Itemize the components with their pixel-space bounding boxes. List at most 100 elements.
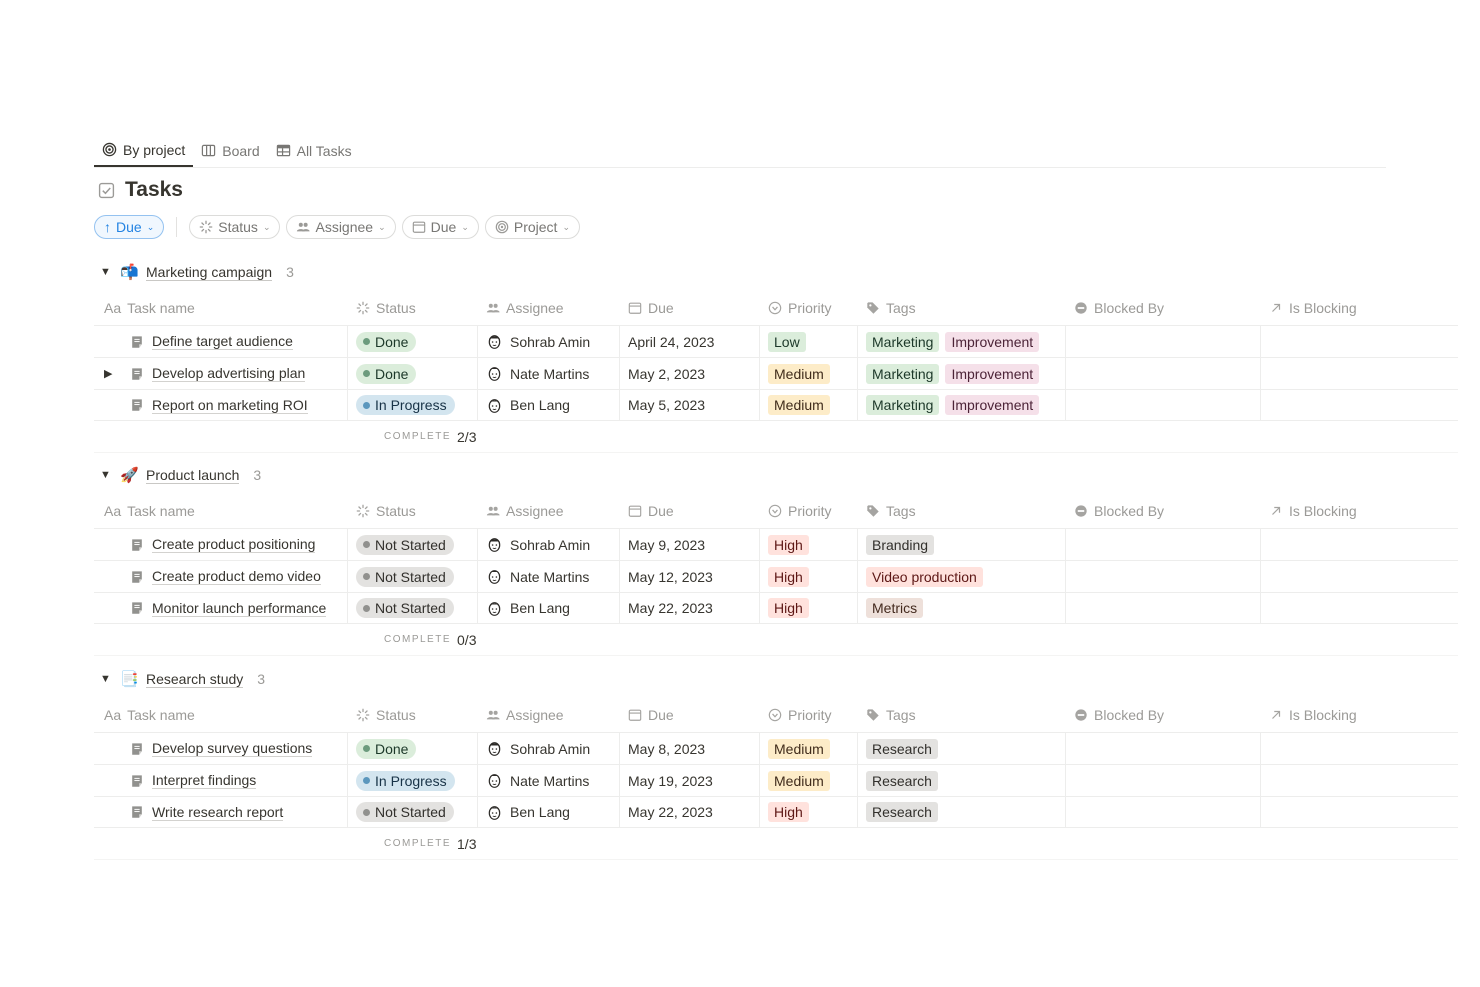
priority-cell[interactable]: Medium [760, 733, 858, 764]
due-cell[interactable]: May 8, 2023 [620, 733, 760, 764]
assignee-cell[interactable]: Sohrab Amin [478, 733, 620, 764]
group-name[interactable]: Product launch [146, 466, 240, 484]
task-name-cell[interactable]: Develop survey questions [94, 733, 348, 764]
group-name[interactable]: Marketing campaign [146, 263, 273, 281]
due-cell[interactable]: May 12, 2023 [620, 561, 760, 592]
is-blocking-cell[interactable] [1261, 561, 1458, 592]
task-name[interactable]: Interpret findings [152, 772, 257, 789]
status-cell[interactable]: Done [348, 358, 478, 389]
column-task-name[interactable]: Aa Task name [94, 291, 348, 325]
blocked-by-cell[interactable] [1066, 326, 1261, 357]
priority-cell[interactable]: Low [760, 326, 858, 357]
tags-cell[interactable]: Research [858, 765, 1066, 796]
table-row[interactable]: Define target audience Done Sohrab Amin Apr… [94, 325, 1458, 357]
assignee-cell[interactable]: Ben Lang [478, 390, 620, 420]
column-is-blocking[interactable]: Is Blocking [1261, 698, 1458, 732]
blocked-by-cell[interactable] [1066, 561, 1261, 592]
table-row[interactable]: Write research report Not Started Ben Lang… [94, 796, 1458, 828]
table-row[interactable]: Monitor launch performance Not Started Ben… [94, 592, 1458, 624]
status-cell[interactable]: Done [348, 733, 478, 764]
due-cell[interactable]: May 9, 2023 [620, 529, 760, 560]
table-row[interactable]: Create product positioning Not Started Soh… [94, 528, 1458, 560]
task-name-cell[interactable]: Create product positioning [94, 529, 348, 560]
column-due[interactable]: Due [620, 494, 760, 528]
status-cell[interactable]: Not Started [348, 529, 478, 560]
blocked-by-cell[interactable] [1066, 797, 1261, 827]
is-blocking-cell[interactable] [1261, 733, 1458, 764]
tags-cell[interactable]: Research [858, 733, 1066, 764]
tags-cell[interactable]: Video production [858, 561, 1066, 592]
assignee-cell[interactable]: Sohrab Amin [478, 326, 620, 357]
group-header[interactable]: ▼ 📬 Marketing campaign 3 [94, 259, 1458, 285]
group-summary[interactable]: COMPLETE 1/3 [94, 828, 1458, 860]
assignee-cell[interactable]: Ben Lang [478, 797, 620, 827]
tags-cell[interactable]: Branding [858, 529, 1066, 560]
column-status[interactable]: Status [348, 698, 478, 732]
priority-cell[interactable]: High [760, 797, 858, 827]
is-blocking-cell[interactable] [1261, 593, 1458, 623]
column-tags[interactable]: Tags [858, 698, 1066, 732]
table-row[interactable]: Create product demo video Not Started Nate… [94, 560, 1458, 592]
status-cell[interactable]: Not Started [348, 797, 478, 827]
project-filter[interactable]: Project ⌄ [484, 215, 580, 239]
group-name[interactable]: Research study [146, 670, 244, 688]
status-cell[interactable]: In Progress [348, 765, 478, 796]
expand-toggle-icon[interactable]: ▶ [104, 368, 113, 380]
task-name[interactable]: Develop survey questions [152, 740, 313, 757]
is-blocking-cell[interactable] [1261, 797, 1458, 827]
column-due[interactable]: Due [620, 291, 760, 325]
assignee-cell[interactable]: Nate Martins [478, 358, 620, 389]
due-cell[interactable]: May 5, 2023 [620, 390, 760, 420]
assignee-cell[interactable]: Sohrab Amin [478, 529, 620, 560]
priority-cell[interactable]: Medium [760, 358, 858, 389]
due-filter[interactable]: Due ⌄ [401, 215, 479, 239]
tags-cell[interactable]: Marketing Improvement [858, 390, 1066, 420]
table-row[interactable]: Develop survey questions Done Sohrab Amin M… [94, 732, 1458, 764]
column-blocked-by[interactable]: Blocked By [1066, 494, 1261, 528]
toggle-down-icon[interactable]: ▼ [100, 673, 111, 685]
due-cell[interactable]: April 24, 2023 [620, 326, 760, 357]
priority-cell[interactable]: High [760, 593, 858, 623]
column-tags[interactable]: Tags [858, 494, 1066, 528]
column-priority[interactable]: Priority [760, 291, 858, 325]
status-cell[interactable]: In Progress [348, 390, 478, 420]
task-name[interactable]: Write research report [152, 803, 284, 821]
task-name[interactable]: Define target audience [152, 333, 293, 350]
table-row[interactable]: Interpret findings In Progress Nate Martin… [94, 764, 1458, 796]
group-header[interactable]: ▼ 🚀 Product launch 3 [94, 462, 1458, 488]
task-name[interactable]: Create product demo video [152, 568, 321, 585]
task-name-cell[interactable]: Define target audience [94, 326, 348, 357]
task-name-cell[interactable]: ▶ Develop advertising plan [94, 358, 348, 389]
assignee-filter[interactable]: Assignee ⌄ [286, 215, 396, 239]
tags-cell[interactable]: Metrics [858, 593, 1066, 623]
column-tags[interactable]: Tags [858, 291, 1066, 325]
due-cell[interactable]: May 2, 2023 [620, 358, 760, 389]
tags-cell[interactable]: Research [858, 797, 1066, 827]
priority-cell[interactable]: Medium [760, 390, 858, 420]
blocked-by-cell[interactable] [1066, 358, 1261, 389]
tab-by-project[interactable]: By project [94, 134, 194, 167]
sort-due-pill[interactable]: ↑ Due ⌄ [94, 215, 165, 239]
due-cell[interactable]: May 22, 2023 [620, 797, 760, 827]
is-blocking-cell[interactable] [1261, 358, 1458, 389]
column-due[interactable]: Due [620, 698, 760, 732]
task-name[interactable]: Create product positioning [152, 536, 316, 553]
column-blocked-by[interactable]: Blocked By [1066, 698, 1261, 732]
tags-cell[interactable]: Marketing Improvement [858, 358, 1066, 389]
status-cell[interactable]: Not Started [348, 593, 478, 623]
tab-all-tasks[interactable]: All Tasks [268, 134, 360, 167]
column-is-blocking[interactable]: Is Blocking [1261, 291, 1458, 325]
status-filter[interactable]: Status ⌄ [189, 215, 281, 239]
blocked-by-cell[interactable] [1066, 390, 1261, 420]
status-cell[interactable]: Not Started [348, 561, 478, 592]
task-name[interactable]: Report on marketing ROI [152, 396, 308, 414]
priority-cell[interactable]: High [760, 529, 858, 560]
is-blocking-cell[interactable] [1261, 390, 1458, 420]
is-blocking-cell[interactable] [1261, 326, 1458, 357]
blocked-by-cell[interactable] [1066, 733, 1261, 764]
is-blocking-cell[interactable] [1261, 765, 1458, 796]
column-is-blocking[interactable]: Is Blocking [1261, 494, 1458, 528]
assignee-cell[interactable]: Nate Martins [478, 561, 620, 592]
column-blocked-by[interactable]: Blocked By [1066, 291, 1261, 325]
column-assignee[interactable]: Assignee [478, 698, 620, 732]
